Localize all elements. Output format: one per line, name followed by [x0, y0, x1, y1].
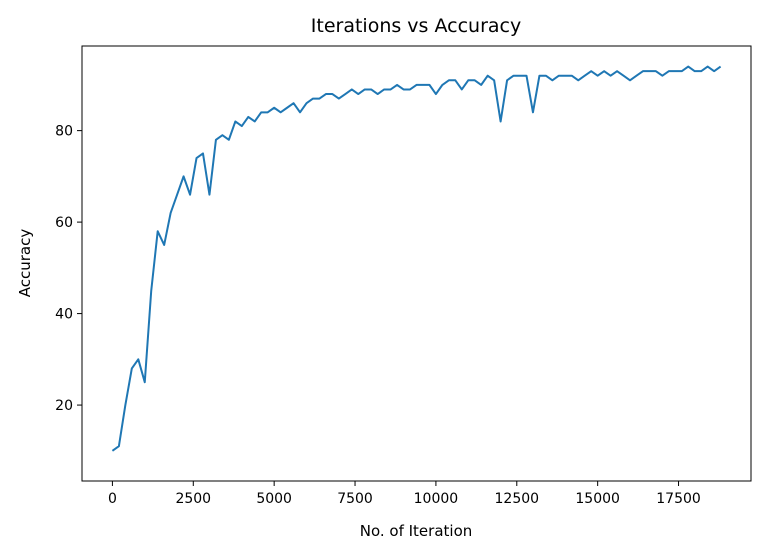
x-tick-label: 2500 — [175, 491, 211, 507]
x-tick-label: 10000 — [414, 491, 459, 507]
x-tick-label: 5000 — [256, 491, 292, 507]
y-axis-label: Accuracy — [16, 229, 34, 298]
y-tick-label: 60 — [55, 215, 73, 231]
plot-frame — [81, 45, 752, 482]
chart-title: Iterations vs Accuracy — [311, 15, 521, 37]
x-tick-label: 7500 — [337, 491, 373, 507]
data-line — [111, 65, 722, 452]
y-tick-label: 20 — [55, 398, 73, 414]
x-tick-label: 15000 — [575, 491, 620, 507]
y-tick-label: 40 — [55, 307, 73, 323]
x-tick-label: 12500 — [495, 491, 540, 507]
x-axis-label: No. of Iteration — [360, 522, 473, 540]
x-tick-label: 0 — [108, 491, 117, 507]
x-tick-label: 17500 — [656, 491, 701, 507]
y-tick-label: 80 — [55, 124, 73, 140]
